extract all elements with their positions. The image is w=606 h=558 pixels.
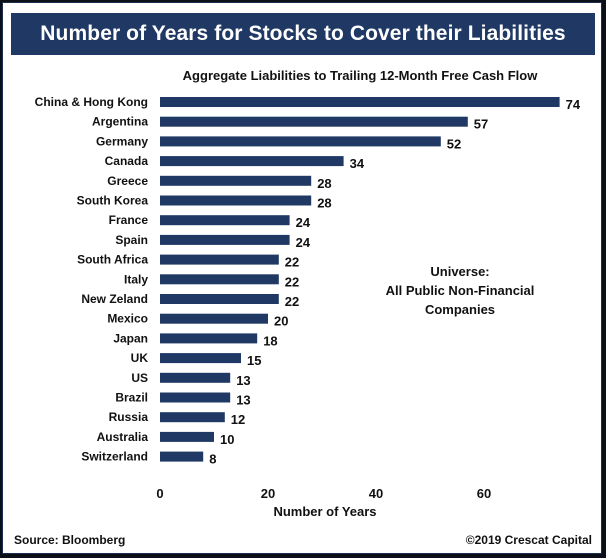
data-label: 28 [317,196,331,211]
category-label: Australia [97,430,149,444]
data-label: 8 [209,452,216,467]
category-label: Brazil [115,391,148,405]
x-axis-label: Number of Years [273,504,377,519]
bar [160,136,441,147]
bar [160,116,468,127]
category-label: Germany [96,134,148,148]
bar [160,195,312,206]
category-label: Italy [124,272,148,286]
bar [160,333,258,344]
bar [160,274,279,285]
data-label: 20 [274,314,288,329]
bar [160,412,225,423]
x-tick-label: 60 [477,486,491,501]
category-label: Switzerland [81,450,148,464]
category-label: China & Hong Kong [35,95,148,109]
data-label: 52 [447,136,461,151]
data-label: 18 [263,333,277,348]
bar [160,392,231,403]
bar [160,234,290,245]
data-label: 12 [231,412,245,427]
header-banner: Number of Years for Stocks to Cover thei… [11,13,595,55]
category-label: Japan [113,331,148,345]
x-tick-label: 0 [156,486,163,501]
bar [160,294,279,304]
category-label: South Korea [77,194,149,208]
category-label: South Africa [77,253,148,267]
universe-annotation: Universe: All Public Non-Financial Compa… [370,262,550,319]
data-label: 22 [285,274,299,289]
category-label: US [131,371,148,385]
annotation-line-2: All Public Non-Financial [385,283,535,298]
bar [160,97,560,107]
bar [160,156,344,167]
bar [160,431,214,442]
bar [160,215,290,226]
chart-title: Aggregate Liabilities to Trailing 12-Mon… [182,68,538,83]
bar [160,451,204,462]
source-note: Source: Bloomberg [14,533,126,547]
category-label: Spain [115,233,148,247]
category-label: France [109,213,149,227]
bar [160,353,241,364]
bar [160,254,279,265]
category-label: Argentina [92,115,148,129]
category-label: Canada [105,154,149,168]
data-label: 74 [566,97,581,112]
data-label: 57 [474,117,488,132]
data-label: 22 [285,294,299,309]
data-label: 24 [296,235,311,250]
bar [160,313,268,324]
data-label: 24 [296,215,311,230]
data-label: 10 [220,432,234,447]
x-tick-label: 20 [261,486,275,501]
category-label: Greece [107,174,148,188]
data-label: 22 [285,255,299,270]
data-label: 13 [236,373,250,388]
annotation-line-1: Universe: [430,264,490,279]
category-label: Russia [109,410,149,424]
x-tick-label: 40 [369,486,383,501]
data-label: 34 [350,156,365,171]
category-label: New Zeland [81,292,148,306]
chart-frame: Number of Years for Stocks to Cover thei… [2,2,602,554]
page-title: Number of Years for Stocks to Cover thei… [40,22,566,45]
bar [160,372,231,383]
data-label: 13 [236,393,250,408]
data-label: 15 [247,353,261,368]
category-label: UK [131,351,149,365]
category-label: Mexico [107,312,148,326]
copyright-note: ©2019 Crescat Capital [465,533,592,547]
bar [160,175,312,186]
annotation-line-3: Companies [424,302,496,317]
data-label: 28 [317,176,331,191]
